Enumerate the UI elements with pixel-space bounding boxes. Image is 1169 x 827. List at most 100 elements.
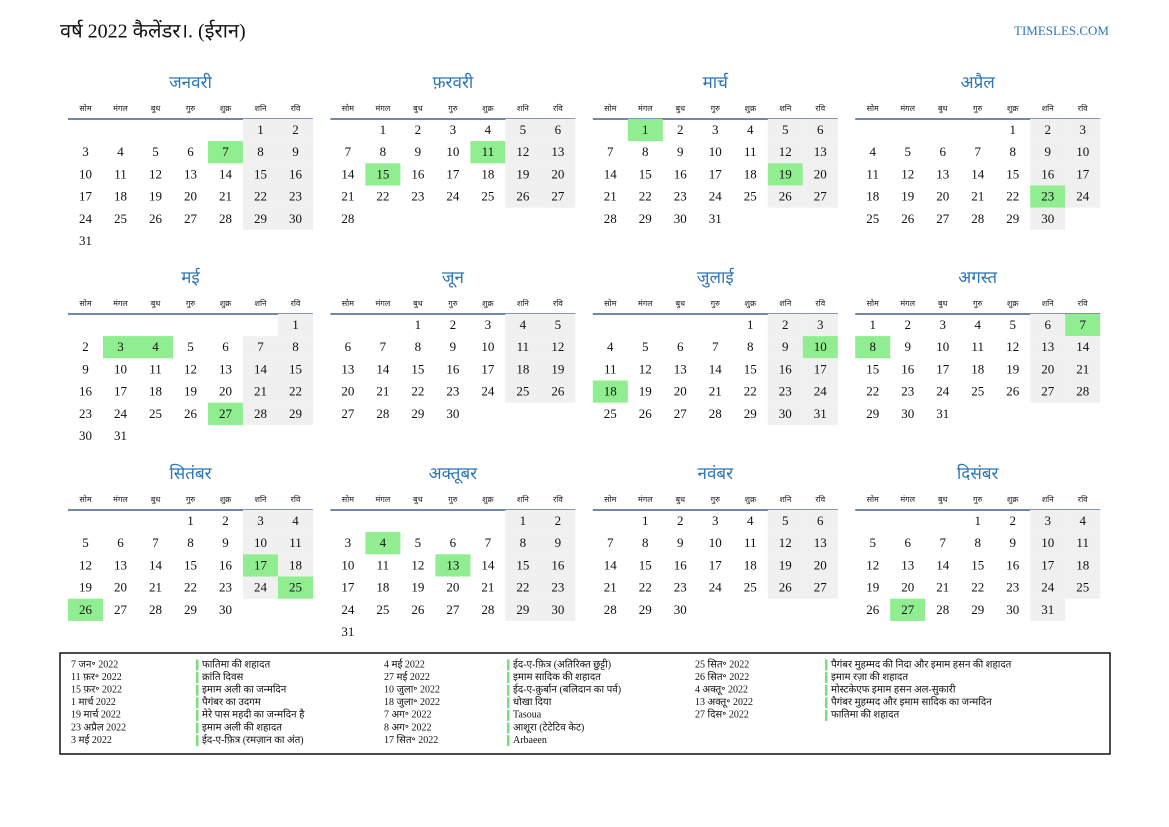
weekend-cell	[540, 598, 576, 621]
holiday-date: 15 फ़र॰ 2022	[71, 684, 122, 695]
weekend-cell	[767, 402, 803, 425]
day-number: 17	[254, 557, 268, 572]
day-number: 13	[814, 535, 827, 550]
weekday-label: मंगल	[376, 495, 391, 504]
day-number: 1	[292, 317, 299, 332]
weekday-label: रवि	[291, 494, 301, 504]
day-number: 21	[149, 580, 162, 595]
day-number: 18	[971, 361, 984, 376]
day-number: 10	[936, 339, 949, 354]
day-number: 16	[446, 361, 460, 376]
weekday-label: बुध	[676, 299, 687, 309]
day-number: 7	[345, 144, 352, 159]
weekend-cell	[1030, 554, 1066, 577]
day-number: 5	[1009, 317, 1016, 332]
weekend-cell	[767, 336, 803, 359]
day-number: 3	[939, 317, 946, 332]
day-number: 9	[904, 339, 911, 354]
weekend-cell	[767, 554, 803, 577]
day-number: 8	[257, 144, 264, 159]
day-number: 11	[744, 144, 757, 159]
day-number: 28	[254, 406, 267, 421]
weekend-cell	[802, 402, 838, 425]
day-number: 30	[901, 406, 914, 421]
day-number: 9	[292, 144, 299, 159]
weekday-label: गुरु	[711, 104, 721, 114]
day-number: 16	[674, 557, 688, 572]
day-number: 3	[117, 339, 124, 354]
weekend-cell	[278, 358, 313, 381]
weekday-label: रवि	[291, 103, 301, 113]
month-title: जून	[442, 268, 465, 288]
weekend-cell	[1030, 358, 1066, 381]
weekday-label: मंगल	[900, 495, 915, 504]
day-number: 1	[187, 513, 194, 528]
day-number: 30	[779, 406, 792, 421]
day-number: 27	[814, 189, 828, 204]
month-title: मार्च	[703, 72, 730, 92]
day-number: 14	[149, 557, 163, 572]
day-number: 17	[709, 557, 723, 572]
month-title: फ़रवरी	[432, 72, 473, 92]
day-number: 9	[1009, 535, 1016, 550]
holiday-cell	[365, 163, 401, 186]
day-number: 20	[341, 384, 354, 399]
holiday-name: Arbaeen	[513, 735, 547, 746]
day-number: 19	[516, 166, 529, 181]
holiday-cell	[243, 554, 278, 577]
day-number: 8	[1009, 144, 1016, 159]
weekend-cell	[1065, 336, 1101, 359]
month-title: जुलाई	[697, 267, 735, 288]
site-link[interactable]: TIMESLES.COM	[1014, 23, 1109, 38]
day-number: 15	[254, 166, 267, 181]
weekday-label: बुध	[413, 495, 424, 505]
day-number: 23	[446, 384, 459, 399]
holiday-date: 25 सित॰ 2022	[695, 658, 749, 670]
day-number: 23	[79, 406, 92, 421]
day-number: 27	[901, 602, 915, 617]
holiday-marker	[196, 709, 199, 721]
day-number: 16	[219, 557, 233, 572]
holiday-marker	[196, 722, 199, 734]
day-number: 28	[971, 211, 984, 226]
day-number: 18	[866, 189, 879, 204]
day-number: 6	[187, 144, 194, 159]
day-number: 18	[481, 166, 494, 181]
day-number: 2	[677, 122, 684, 137]
day-number: 9	[82, 361, 89, 376]
weekday-label: मंगल	[638, 104, 653, 113]
weekday-label: शनि	[517, 298, 530, 308]
weekend-cell	[802, 141, 838, 164]
day-number: 29	[184, 602, 197, 617]
holiday-cell	[890, 598, 926, 621]
weekend-cell	[1030, 118, 1066, 142]
weekend-cell	[540, 576, 576, 599]
weekday-label: शनि	[517, 103, 530, 113]
weekday-label: सोम	[604, 103, 616, 113]
holiday-cell	[278, 576, 313, 599]
day-number: 24	[709, 580, 723, 595]
weekday-label: मंगल	[638, 495, 653, 504]
day-number: 10	[114, 361, 127, 376]
day-number: 2	[904, 317, 911, 332]
day-number: 29	[411, 406, 424, 421]
day-number: 11	[1076, 535, 1089, 550]
day-number: 20	[1041, 361, 1054, 376]
holiday-marker	[507, 684, 510, 696]
weekend-cell	[540, 358, 576, 381]
day-number: 22	[639, 189, 652, 204]
day-number: 10	[341, 557, 354, 572]
day-number: 7	[257, 339, 264, 354]
day-number: 24	[814, 384, 828, 399]
day-number: 1	[257, 122, 264, 137]
weekday-label: सोम	[342, 494, 354, 504]
day-number: 13	[446, 557, 459, 572]
weekend-cell	[278, 207, 313, 230]
day-number: 12	[779, 535, 792, 550]
day-number: 20	[184, 189, 197, 204]
day-number: 28	[149, 602, 162, 617]
page-title: वर्ष 2022 कैलेंडर।. (ईरान)	[60, 20, 246, 43]
day-number: 9	[222, 535, 229, 550]
weekend-cell	[243, 358, 278, 381]
day-number: 29	[639, 211, 652, 226]
